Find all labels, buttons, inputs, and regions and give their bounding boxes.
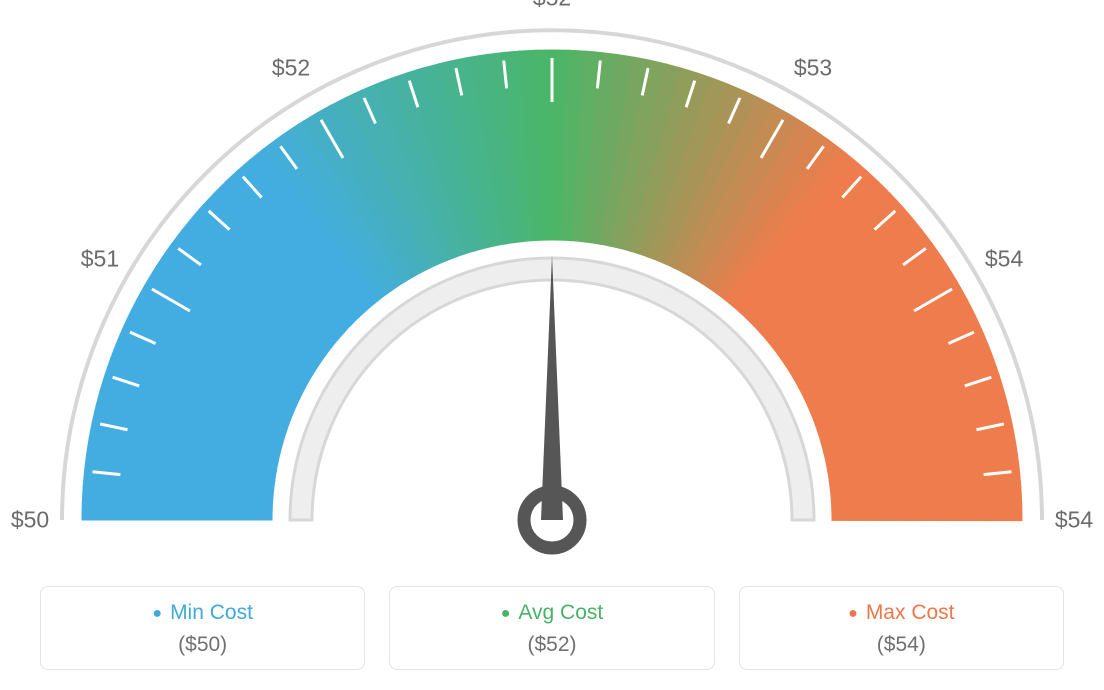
legend-card-avg: Avg Cost ($52) <box>389 586 714 670</box>
legend-avg-label: Avg Cost <box>390 601 713 625</box>
cost-gauge-container: $50 $51 $52 $52 $53 $54 $54 Min Cost ($50) Avg… <box>0 0 1104 690</box>
gauge-tick-label: $51 <box>81 246 119 273</box>
legend-card-max: Max Cost ($54) <box>739 586 1064 670</box>
legend-max-value: ($54) <box>740 633 1063 657</box>
legend-min-label: Min Cost <box>41 601 364 625</box>
legend-card-min: Min Cost ($50) <box>40 586 365 670</box>
gauge-tick-label: $54 <box>985 246 1023 273</box>
gauge-chart: $50 $51 $52 $52 $53 $54 $54 <box>0 0 1104 560</box>
gauge-tick-label: $53 <box>794 54 832 81</box>
legend-row: Min Cost ($50) Avg Cost ($52) Max Cost (… <box>0 586 1104 670</box>
gauge-tick-label: $52 <box>272 54 310 81</box>
gauge-tick-label: $52 <box>533 0 571 12</box>
legend-min-value: ($50) <box>41 633 364 657</box>
gauge-tick-label: $54 <box>1055 507 1093 534</box>
gauge-svg <box>0 0 1104 560</box>
legend-max-label: Max Cost <box>740 601 1063 625</box>
gauge-tick-label: $50 <box>11 507 49 534</box>
legend-avg-value: ($52) <box>390 633 713 657</box>
